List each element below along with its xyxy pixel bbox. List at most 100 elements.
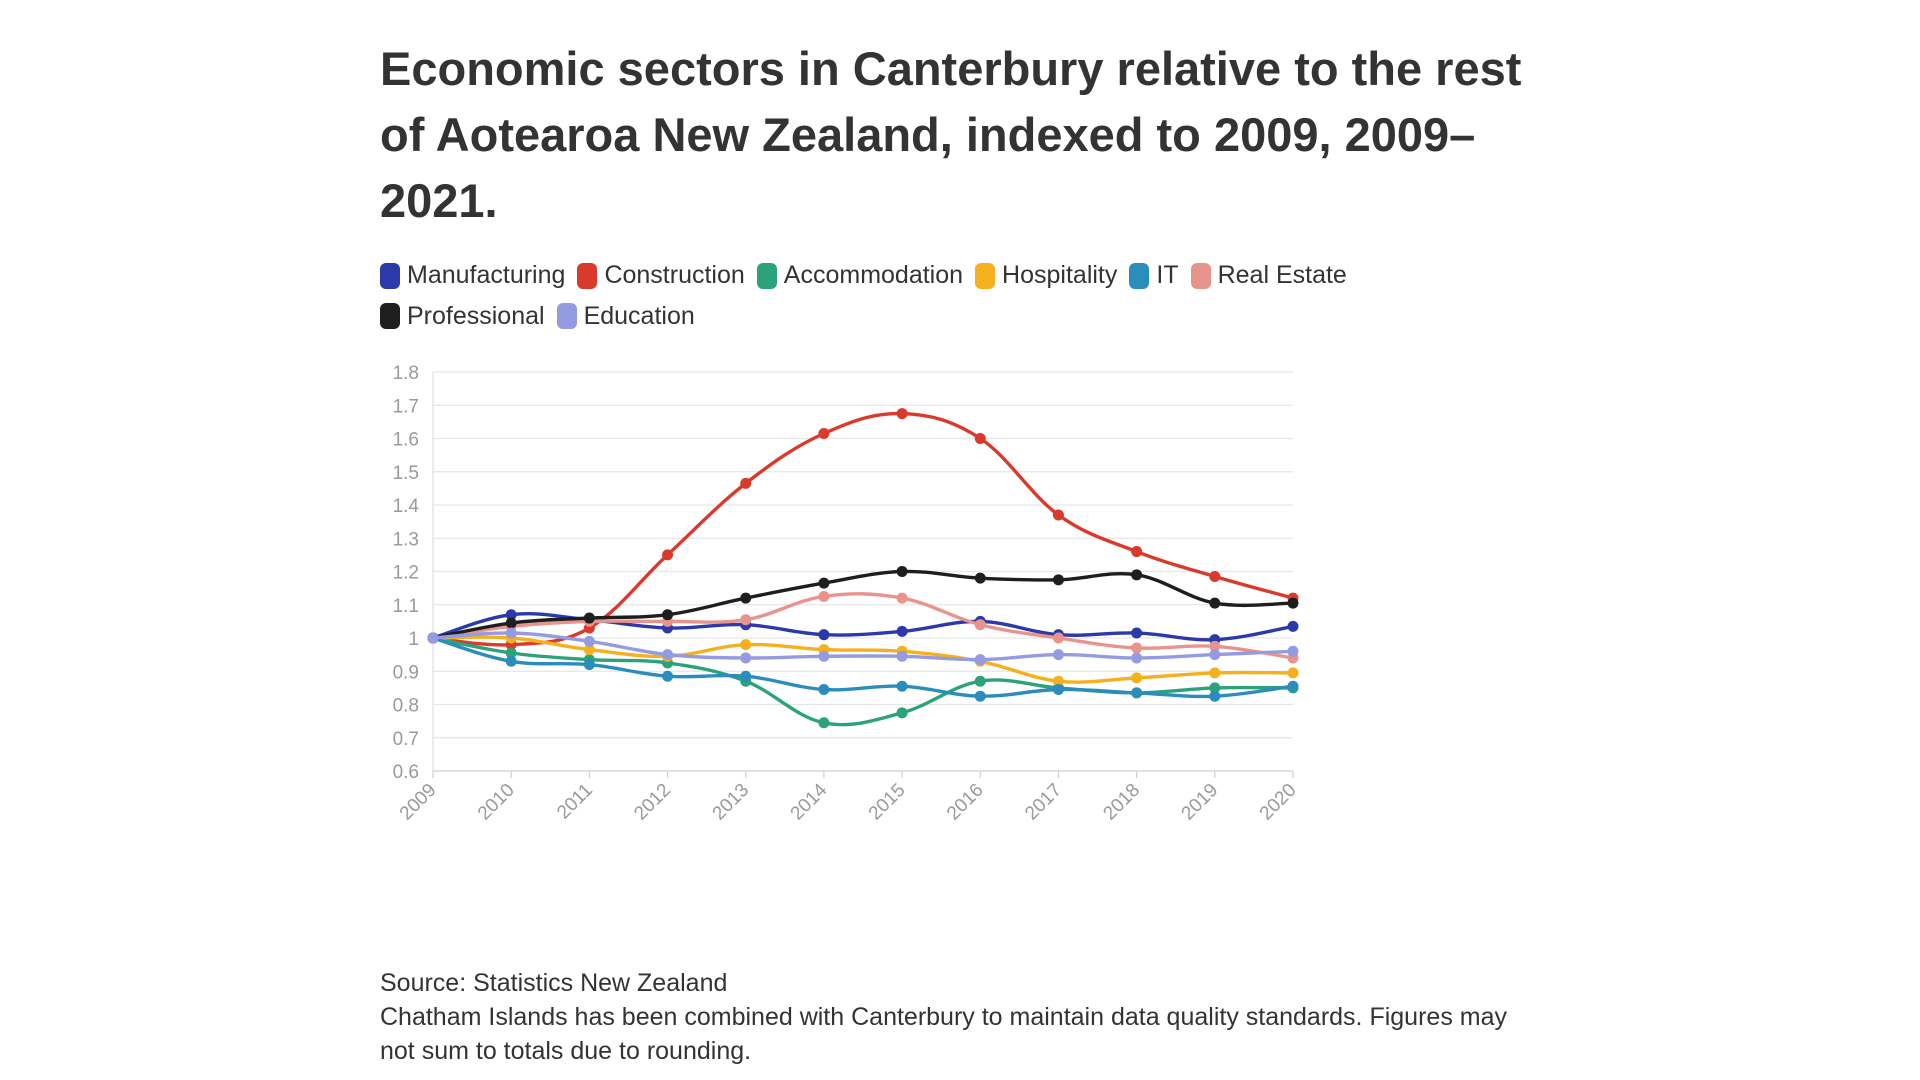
data-point-professional[interactable]: [1052, 574, 1064, 586]
data-point-hospitality[interactable]: [1052, 675, 1064, 687]
data-point-manufacturing[interactable]: [1287, 620, 1299, 632]
data-point-education[interactable]: [1209, 649, 1221, 661]
data-point-education[interactable]: [662, 649, 674, 661]
series-line-real-estate: [431, 592, 1295, 660]
data-point-real-estate[interactable]: [1131, 642, 1143, 654]
data-point-manufacturing[interactable]: [1131, 627, 1143, 639]
data-point-manufacturing[interactable]: [896, 625, 908, 637]
legend-item-construction[interactable]: Construction: [577, 258, 745, 293]
data-point-hospitality[interactable]: [583, 644, 595, 656]
y-tick-label: 1.3: [393, 529, 419, 550]
data-point-construction[interactable]: [974, 433, 986, 444]
y-tick-label: 0.8: [393, 696, 419, 717]
data-point-professional[interactable]: [974, 572, 986, 584]
data-point-education[interactable]: [1131, 652, 1143, 664]
data-point-real-estate[interactable]: [974, 619, 986, 631]
data-point-professional[interactable]: [505, 617, 517, 629]
data-point-it[interactable]: [1052, 684, 1064, 696]
data-point-education[interactable]: [505, 627, 517, 639]
data-point-it[interactable]: [1287, 680, 1299, 692]
data-point-accommodation[interactable]: [818, 717, 830, 729]
y-tick-label: 1.8: [393, 363, 419, 384]
data-point-manufacturing[interactable]: [505, 609, 517, 621]
series-professional: [427, 566, 1299, 644]
data-point-education[interactable]: [583, 635, 595, 647]
y-tick-label: 1.7: [393, 396, 419, 417]
data-point-hospitality[interactable]: [740, 639, 752, 651]
legend-item-it[interactable]: IT: [1129, 258, 1179, 293]
y-tick-label: 1.2: [393, 563, 419, 584]
data-point-construction[interactable]: [1131, 546, 1143, 558]
data-point-it[interactable]: [974, 690, 986, 702]
data-point-education[interactable]: [818, 650, 830, 662]
legend-item-real-estate[interactable]: Real Estate: [1190, 258, 1347, 293]
series-line-education: [431, 631, 1295, 662]
chart-legend: Manufacturing Construction Accommodation Ho…: [380, 258, 1460, 339]
chart-title: Economic sectors in Canterbury relative …: [380, 42, 1522, 227]
data-point-it[interactable]: [1209, 690, 1221, 702]
data-point-professional[interactable]: [740, 592, 752, 604]
source-note: Source: Statistics New Zealand Chatham I…: [380, 966, 1520, 1068]
data-point-it[interactable]: [740, 670, 752, 682]
data-point-it[interactable]: [1131, 687, 1143, 699]
data-point-education[interactable]: [740, 652, 752, 664]
legend-item-manufacturing[interactable]: Manufacturing: [380, 258, 565, 293]
legend-item-professional[interactable]: Professional: [380, 299, 545, 334]
data-point-professional[interactable]: [818, 577, 830, 589]
data-point-construction[interactable]: [818, 428, 830, 440]
y-tick-label: 0.9: [393, 662, 419, 683]
data-point-it[interactable]: [662, 670, 674, 682]
data-point-manufacturing[interactable]: [818, 629, 830, 641]
legend-item-education[interactable]: Education: [556, 299, 695, 334]
data-point-hospitality[interactable]: [1131, 672, 1143, 684]
legend-swatch: [577, 262, 598, 289]
x-tick-label: 2009: [396, 780, 441, 825]
data-point-real-estate[interactable]: [896, 592, 908, 604]
data-point-accommodation[interactable]: [974, 675, 986, 687]
x-tick-label: 2019: [1178, 780, 1223, 825]
data-point-construction[interactable]: [662, 549, 674, 561]
data-point-professional[interactable]: [662, 609, 674, 621]
x-tick-label: 2017: [1021, 780, 1066, 825]
data-point-accommodation[interactable]: [896, 707, 908, 719]
data-point-professional[interactable]: [583, 612, 595, 624]
data-point-hospitality[interactable]: [1209, 667, 1221, 679]
legend-item-hospitality[interactable]: Hospitality: [975, 258, 1117, 293]
legend-swatch: [380, 303, 400, 329]
data-point-education[interactable]: [1287, 645, 1299, 657]
legend-swatch: [1129, 262, 1150, 289]
data-point-professional[interactable]: [1209, 597, 1221, 609]
data-point-accommodation[interactable]: [1209, 682, 1221, 694]
legend-swatch: [380, 262, 400, 289]
data-point-education[interactable]: [1052, 649, 1064, 661]
data-point-real-estate[interactable]: [740, 614, 752, 626]
x-tick-label: 2018: [1099, 780, 1144, 825]
data-point-construction[interactable]: [896, 408, 908, 420]
data-point-hospitality[interactable]: [1287, 667, 1299, 679]
data-point-construction[interactable]: [1209, 570, 1221, 582]
data-point-construction[interactable]: [740, 477, 752, 489]
data-point-construction[interactable]: [1052, 509, 1064, 521]
data-point-it[interactable]: [818, 684, 830, 696]
series-education: [427, 627, 1299, 666]
data-point-professional[interactable]: [896, 566, 908, 577]
data-point-education[interactable]: [974, 654, 986, 666]
legend-swatch: [975, 262, 996, 289]
y-tick-label: 1.5: [393, 463, 419, 484]
data-point-real-estate[interactable]: [1209, 640, 1221, 652]
data-point-education[interactable]: [896, 650, 908, 662]
data-point-it[interactable]: [505, 655, 517, 667]
data-point-it[interactable]: [583, 659, 595, 671]
legend-swatch: [756, 262, 777, 289]
y-tick-label: 0.6: [393, 762, 419, 783]
data-point-education[interactable]: [427, 632, 439, 644]
y-tick-label: 0.7: [393, 729, 419, 750]
legend-label: IT: [1156, 261, 1179, 289]
data-point-real-estate[interactable]: [818, 590, 830, 602]
legend-item-accommodation[interactable]: Accommodation: [756, 258, 963, 293]
data-point-professional[interactable]: [1287, 597, 1299, 609]
data-point-accommodation[interactable]: [505, 647, 517, 659]
data-point-professional[interactable]: [1131, 569, 1143, 581]
data-point-real-estate[interactable]: [1052, 632, 1064, 644]
data-point-it[interactable]: [896, 680, 908, 692]
